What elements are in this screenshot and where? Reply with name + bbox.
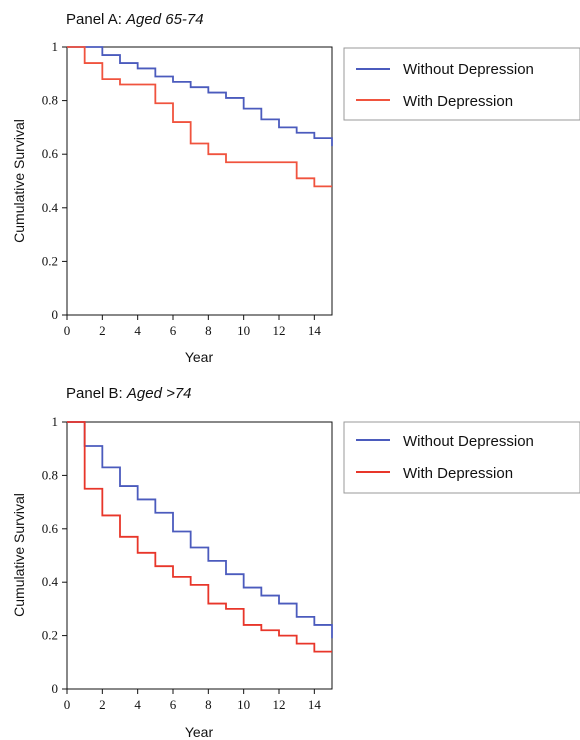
x-tick-label: 12 xyxy=(273,697,286,712)
panel-a-series xyxy=(67,46,333,188)
panel-a-title: Panel A: Aged 65-74 xyxy=(66,11,204,28)
y-tick-label: 0.8 xyxy=(42,467,58,482)
y-tick-label: 1 xyxy=(52,39,59,54)
y-tick-label: 0.4 xyxy=(42,574,59,589)
x-tick-label: 0 xyxy=(64,323,71,338)
x-tick-label: 4 xyxy=(134,323,141,338)
series-line-with-depression xyxy=(67,46,332,188)
y-axis-label: Cumulative Survival xyxy=(11,119,27,243)
panel-a: Panel A: Aged 65-74 0 2 4 6 8 10 12 14 0 0.2 0.4 0.… xyxy=(11,11,580,365)
y-tick-label: 0.4 xyxy=(42,200,59,215)
panel-b-series xyxy=(67,421,333,653)
y-tick-label: 0.2 xyxy=(42,253,58,268)
x-tick-label: 6 xyxy=(170,323,177,338)
plot-frame xyxy=(66,421,333,690)
legend-box xyxy=(343,421,580,494)
series-line-without-depression xyxy=(67,46,333,147)
x-tick-label: 10 xyxy=(237,697,250,712)
x-tick-label: 10 xyxy=(237,323,250,338)
y-tick-label: 0.6 xyxy=(42,521,59,536)
legend-label-with-depression: With Depression xyxy=(403,93,513,110)
y-tick-label: 0.2 xyxy=(42,628,58,643)
legend: Without Depression With Depression xyxy=(343,47,580,121)
legend-label-with-depression: With Depression xyxy=(403,465,513,482)
x-tick-label: 8 xyxy=(205,697,212,712)
x-tick-label: 2 xyxy=(99,323,106,338)
x-axis-label: Year xyxy=(185,349,214,365)
y-tick-label: 0.6 xyxy=(42,146,59,161)
panel-b: Panel B: Aged >74 0 2 4 6 8 10 12 1400.20.40.60… xyxy=(11,385,580,740)
panel-b-ticks: 0 2 4 6 8 10 12 14 0 0.2 0.4 0.6 0.8 1 xyxy=(42,414,322,712)
x-tick-label: 8 xyxy=(205,323,212,338)
series-line-without-depression xyxy=(67,421,333,639)
legend-label-without-depression: Without Depression xyxy=(403,433,534,450)
x-tick-label: 2 xyxy=(99,697,106,712)
series-line-with-depression xyxy=(67,421,332,653)
x-tick-label: 4 xyxy=(134,697,141,712)
x-axis-label: Year xyxy=(185,724,214,740)
y-axis-label: Cumulative Survival xyxy=(11,493,27,617)
panel-b-title: Panel B: Aged >74 xyxy=(66,385,192,402)
legend-label-without-depression: Without Depression xyxy=(403,61,534,78)
x-tick-label: 0 xyxy=(64,697,71,712)
y-tick-label: 0 xyxy=(52,307,59,322)
legend-box xyxy=(343,47,580,121)
y-tick-label: 1 xyxy=(52,414,59,429)
x-tick-label: 6 xyxy=(170,697,177,712)
y-tick-label: 0 xyxy=(52,681,59,696)
x-tick-label: 12 xyxy=(273,323,286,338)
panel-a-ticks: 0 2 4 6 8 10 12 14 0 0.2 0.4 0.6 0.8 1 xyxy=(42,39,322,338)
legend: Without Depression With Depression xyxy=(343,421,580,494)
y-tick-label: 0.8 xyxy=(42,93,58,108)
x-tick-label: 14 xyxy=(308,323,322,338)
x-tick-label: 14 xyxy=(308,697,322,712)
plot-frame xyxy=(66,46,333,316)
